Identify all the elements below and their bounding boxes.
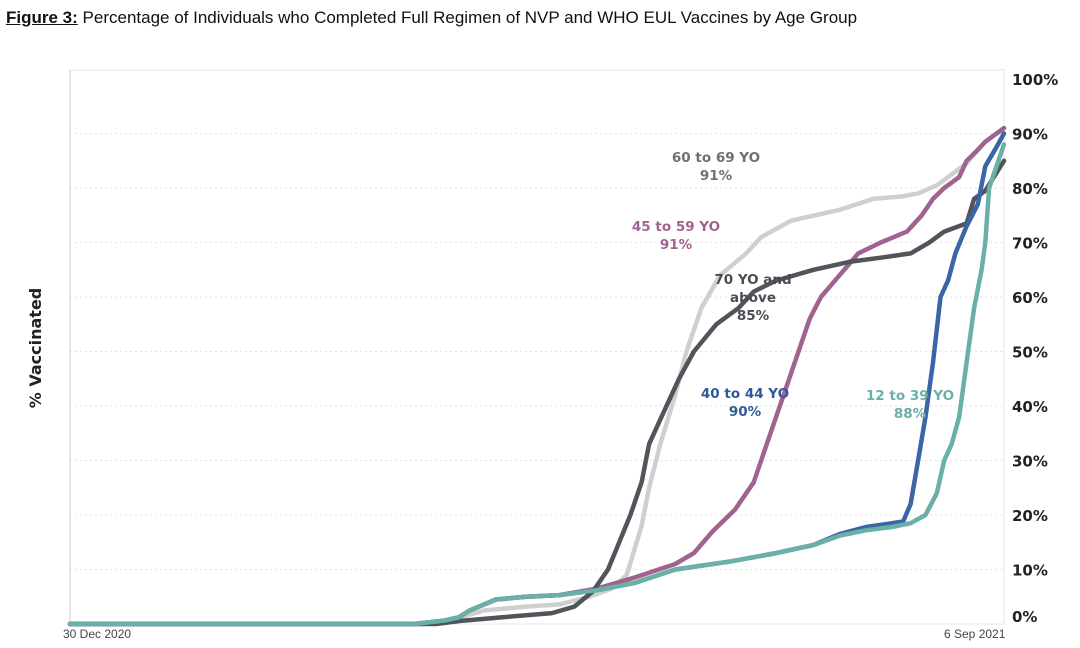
figure-title: Percentage of Individuals who Completed … (82, 8, 858, 27)
y-tick-label: 60% (1012, 289, 1048, 307)
figure-label: Figure 3: (6, 8, 78, 27)
x-tick-label-end: 6 Sep 2021 (944, 627, 1006, 641)
y-tick-label: 30% (1012, 453, 1048, 471)
series-label-4-line-1: 88% (894, 406, 927, 422)
series-label-2-line-0: 70 YO and (714, 272, 791, 288)
y-tick-label: 90% (1012, 126, 1048, 144)
series-label-2-line-2: 85% (737, 308, 770, 324)
y-tick-label: 20% (1012, 507, 1048, 525)
figure-caption: Figure 3: Percentage of Individuals who … (6, 8, 857, 28)
series-line-3 (67, 131, 1007, 627)
y-tick-label: 50% (1012, 344, 1048, 362)
y-tick-label: 80% (1012, 180, 1048, 198)
series-label-1-line-0: 45 to 59 YO (632, 219, 720, 235)
series-label-3-line-0: 40 to 44 YO (701, 386, 789, 402)
y-tick-label: 10% (1012, 562, 1048, 580)
y-tick-label: 0% (1012, 608, 1037, 626)
y-tick-label: 40% (1012, 398, 1048, 416)
y-axis-title: % Vaccinated (26, 288, 45, 409)
series-label-1-line-1: 91% (660, 237, 693, 253)
series-label-0-line-1: 91% (700, 168, 733, 184)
series-label-3-line-1: 90% (729, 404, 762, 420)
y-tick-label: 100% (1012, 71, 1058, 89)
series-line-2 (67, 158, 1007, 627)
y-tick-label: 70% (1012, 235, 1048, 253)
x-tick-label-start: 30 Dec 2020 (63, 627, 131, 641)
plot-frame (69, 69, 1005, 625)
series-line-4 (67, 142, 1007, 627)
series-line-0 (67, 125, 1007, 627)
series-label-0-line-0: 60 to 69 YO (672, 150, 760, 166)
series-label-2-line-1: above (730, 290, 776, 306)
series-label-4-line-0: 12 to 39 YO (866, 388, 954, 404)
